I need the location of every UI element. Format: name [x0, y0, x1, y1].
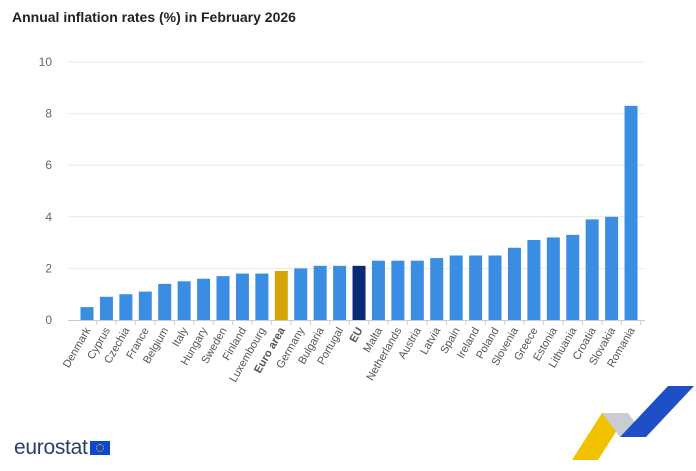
y-tick-label: 4 — [45, 210, 52, 224]
bar-malta — [371, 260, 385, 320]
y-tick-label: 6 — [45, 158, 52, 172]
bar-euro-area — [274, 270, 288, 320]
bar-chart: 0246810DenmarkCyprusCzechiaFranceBelgium… — [39, 55, 645, 384]
y-tick-label: 0 — [45, 313, 52, 327]
bar-luxembourg — [255, 273, 269, 320]
bar-netherlands — [391, 260, 405, 320]
bar-estonia — [546, 237, 560, 320]
bar-belgium — [158, 283, 172, 320]
bar-ireland — [469, 255, 483, 320]
eurostat-logo: eurostat — [14, 436, 111, 460]
bar-finland — [235, 273, 249, 320]
bar-portugal — [333, 265, 347, 320]
bar-czechia — [119, 294, 133, 320]
y-tick-label: 8 — [45, 107, 52, 121]
bar-italy — [177, 281, 191, 320]
bar-hungary — [197, 278, 211, 320]
x-tick-label: Latvia — [418, 325, 444, 357]
bar-denmark — [80, 307, 94, 320]
bar-germany — [294, 268, 308, 320]
logo-text: eurostat — [14, 436, 88, 459]
bar-croatia — [585, 219, 599, 320]
bar-sweden — [216, 276, 230, 320]
bar-spain — [449, 255, 463, 320]
bar-romania — [624, 105, 638, 320]
y-tick-label: 2 — [45, 261, 52, 275]
bar-cyprus — [99, 296, 113, 320]
bar-slovakia — [605, 216, 619, 320]
bar-greece — [527, 240, 541, 320]
bar-eu — [352, 265, 366, 320]
x-tick-label: EU — [348, 325, 366, 344]
bar-france — [138, 291, 152, 320]
bar-latvia — [430, 258, 444, 320]
eu-flag-icon — [90, 441, 111, 455]
chart-title: Annual inflation rates (%) in February 2… — [12, 9, 296, 25]
bar-bulgaria — [313, 265, 327, 320]
bar-poland — [488, 255, 502, 320]
y-tick-label: 10 — [39, 55, 53, 69]
bar-slovenia — [507, 247, 521, 320]
bar-austria — [410, 260, 424, 320]
bar-lithuania — [566, 234, 580, 320]
